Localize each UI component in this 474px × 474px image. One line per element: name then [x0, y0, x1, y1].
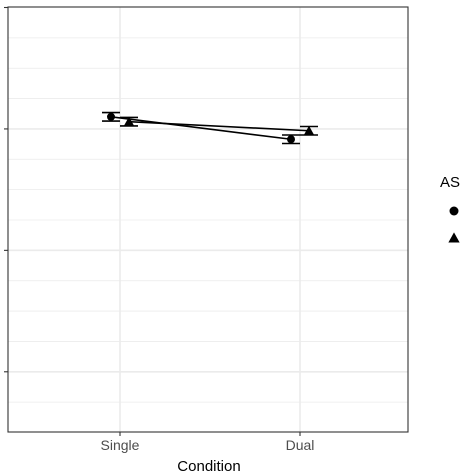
series-line-circle [110, 115, 292, 141]
panel-border [7, 6, 409, 433]
legend-key-circle [449, 206, 459, 216]
legend [448, 206, 460, 243]
data-point-circle [287, 135, 295, 144]
y-axis-ticks [4, 6, 8, 373]
grid [8, 7, 408, 432]
x-tick-label-dual: Dual [286, 437, 315, 453]
series-circle [102, 111, 300, 145]
legend-title: AS [440, 174, 460, 191]
legend-entry-triangle [448, 232, 460, 243]
series-line-triangle [128, 120, 310, 132]
legend-key-triangle [448, 232, 460, 243]
data-point-circle [107, 112, 115, 121]
series [102, 111, 318, 145]
legend-entry-circle [449, 206, 459, 216]
x-tick-label-single: Single [101, 437, 140, 453]
data-point-triangle [124, 116, 134, 126]
data-point-triangle [304, 125, 314, 135]
x-axis-ticks: Single Dual [101, 432, 315, 453]
x-axis-title: Condition [177, 458, 240, 474]
series-triangle [120, 116, 318, 136]
